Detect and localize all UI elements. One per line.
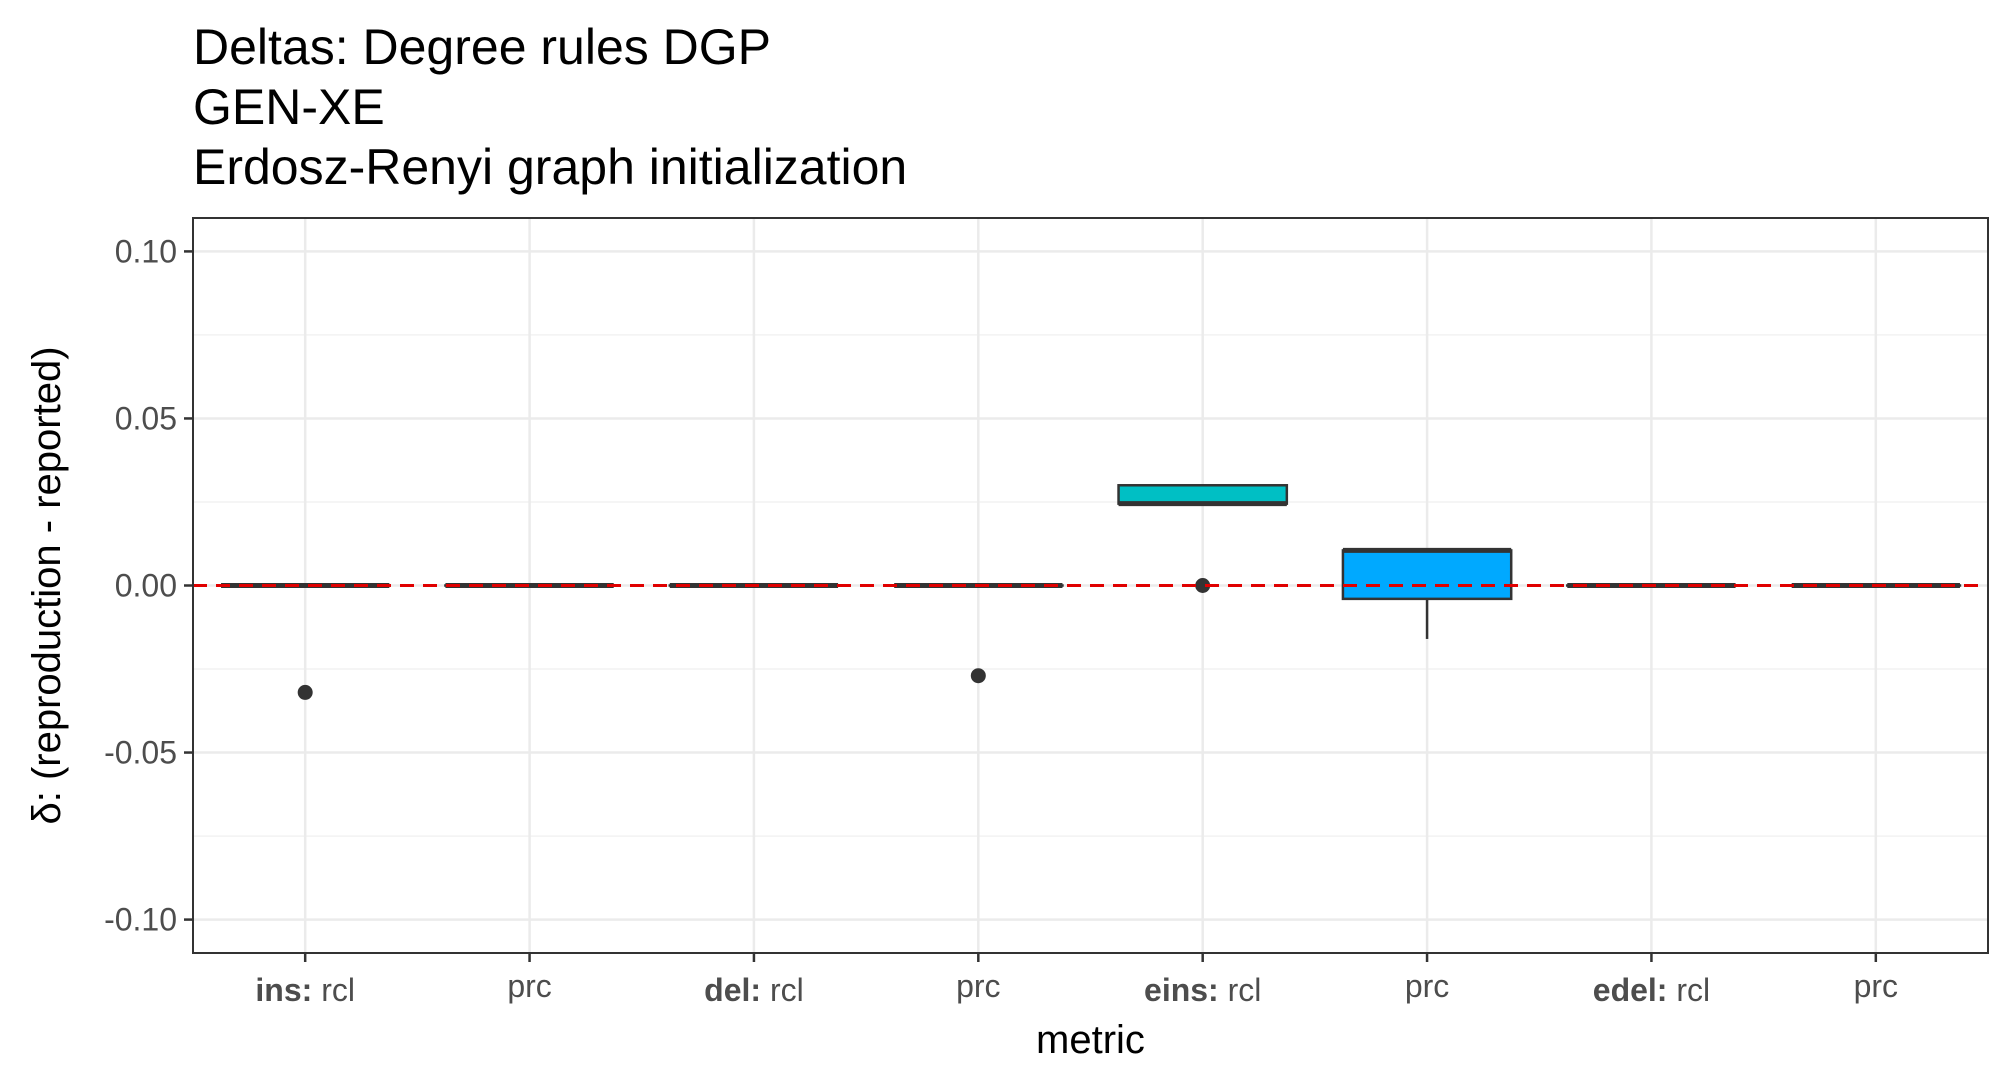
y-axis: 0.10 0.05 0.00 -0.05 -0.10 — [104, 233, 193, 938]
x-axis: ins: rcl prc del: rcl prc eins: rcl prc edel: … — [255, 953, 1898, 1008]
x-tick-label: prc — [1854, 968, 1898, 1004]
box-body — [1117, 484, 1289, 505]
x-tick-label-metric: prc — [1405, 968, 1449, 1004]
x-tick-label: del: rcl — [704, 972, 804, 1008]
x-tick-label-metric: prc — [1854, 968, 1898, 1004]
x-tick-label-group: ins: — [255, 972, 321, 1008]
x-axis-title: metric — [1036, 1018, 1145, 1062]
y-tick-label: 0.10 — [115, 233, 177, 269]
x-tick-label-metric: rcl — [770, 972, 804, 1008]
y-tick-label: 0.00 — [115, 568, 177, 604]
chart-title-line-1: Deltas: Degree rules DGP — [193, 19, 772, 75]
x-tick-label-metric: prc — [956, 968, 1000, 1004]
x-tick-label: prc — [507, 968, 551, 1004]
box-group — [1117, 484, 1289, 593]
box-outlier-point — [970, 668, 986, 684]
chart-title-line-3: Erdosz-Renyi graph initialization — [193, 139, 908, 195]
y-axis-title: δ: (reproduction - reported) — [25, 346, 69, 824]
x-tick-label: prc — [1405, 968, 1449, 1004]
x-tick-label-metric: rcl — [1228, 972, 1262, 1008]
x-tick-label: edel: rcl — [1593, 972, 1710, 1008]
x-tick-label-metric: rcl — [321, 972, 355, 1008]
box-outlier-point — [297, 684, 313, 700]
chart-title-line-2: GEN-XE — [193, 79, 385, 135]
x-tick-label-metric: rcl — [1676, 972, 1710, 1008]
y-tick-label: -0.05 — [104, 735, 177, 771]
box-group — [1341, 547, 1513, 639]
y-tick-label: -0.10 — [104, 902, 177, 938]
x-tick-label-group: del: — [704, 972, 770, 1008]
x-tick-label-group: edel: — [1593, 972, 1677, 1008]
x-tick-label-metric: prc — [507, 968, 551, 1004]
y-tick-label: 0.05 — [115, 400, 177, 436]
x-tick-label: prc — [956, 968, 1000, 1004]
x-tick-label-group: eins: — [1144, 972, 1228, 1008]
x-tick-label: eins: rcl — [1144, 972, 1261, 1008]
box-body — [1341, 549, 1513, 601]
box-outlier-point — [1195, 578, 1211, 593]
x-tick-label: ins: rcl — [255, 972, 355, 1008]
